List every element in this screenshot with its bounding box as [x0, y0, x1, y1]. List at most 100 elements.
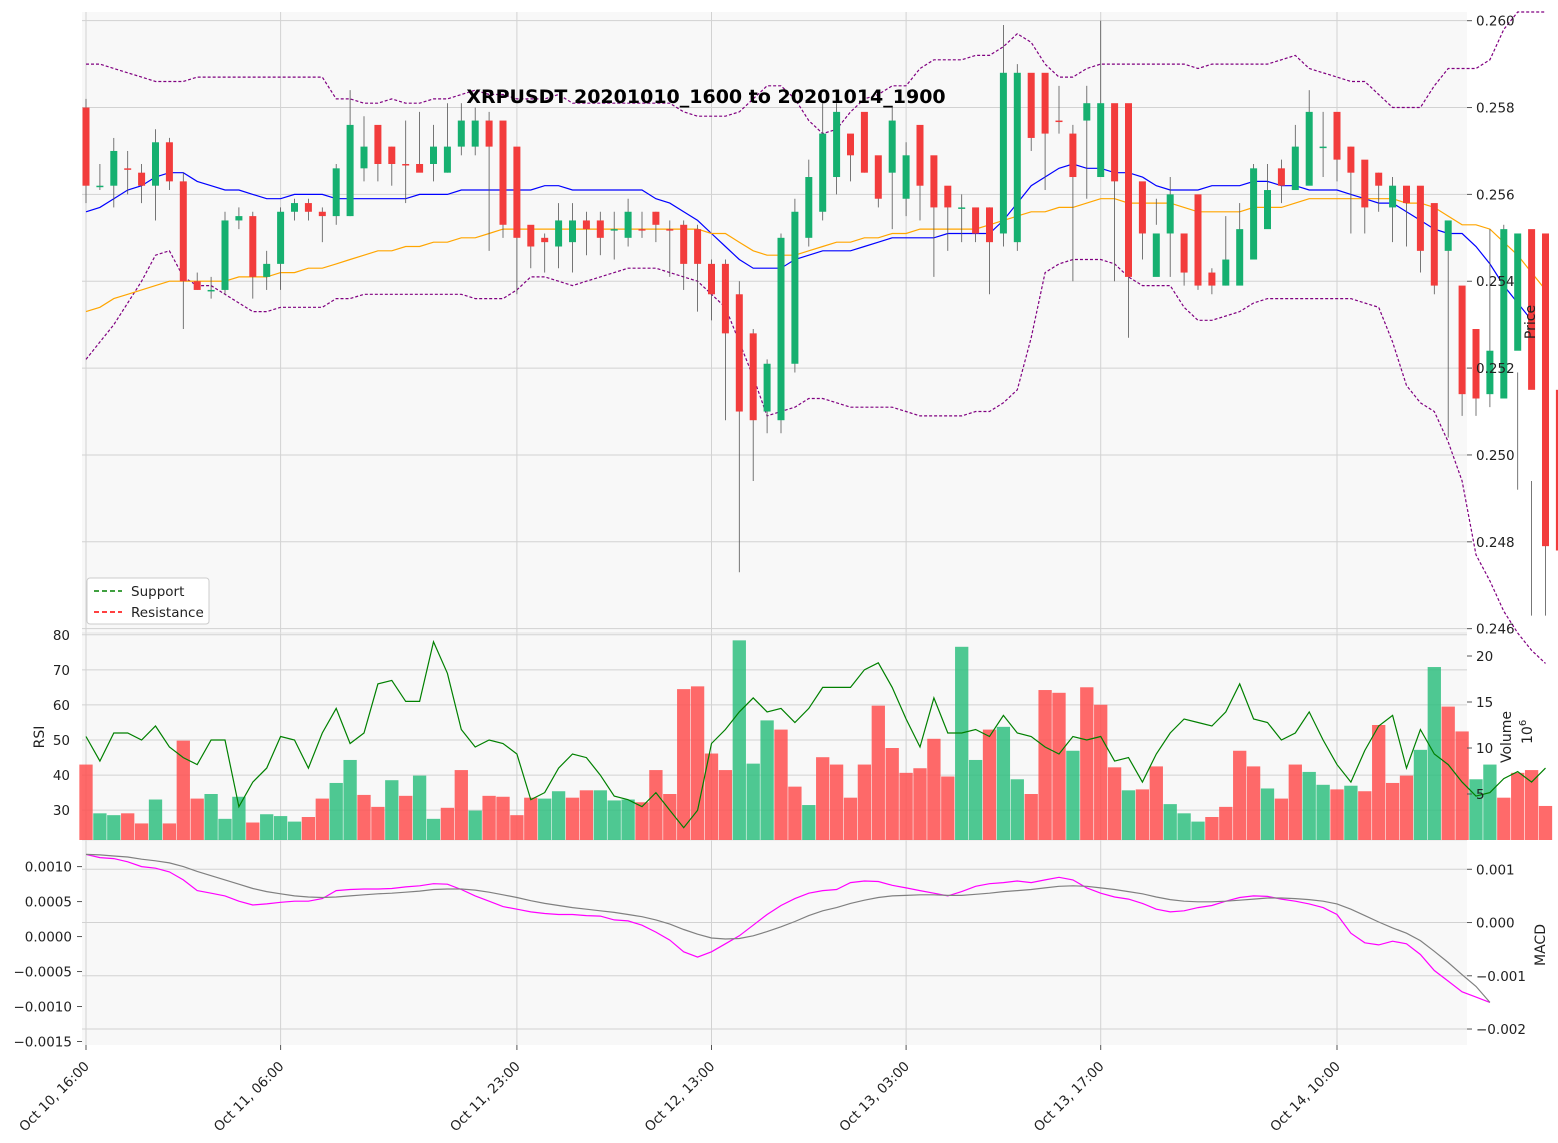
volume-tick-label: 20 — [1476, 649, 1493, 665]
candle-body — [999, 72, 1007, 234]
volume-exponent-label: 106 — [1518, 720, 1536, 744]
bollinger-lower-line — [85, 250, 1546, 664]
volume-bar — [1330, 789, 1344, 840]
volume-bar — [1149, 766, 1163, 840]
macd-left-tick-label: 0.0000 — [25, 930, 72, 946]
x-tick-label: Oct 11, 23:00 — [447, 1059, 524, 1136]
macd-right-tick-label: −0.002 — [1476, 1022, 1526, 1038]
volume-bar — [760, 720, 774, 840]
candle-body — [1264, 190, 1271, 230]
candle-body — [874, 155, 882, 199]
volume-bar — [1399, 775, 1414, 840]
macd-left-tick-label: 0.0010 — [25, 860, 72, 876]
volume-bar — [162, 823, 177, 840]
candle-body — [124, 168, 132, 170]
candle-body — [1097, 103, 1105, 178]
candle-body — [819, 133, 827, 212]
volume-bar — [1038, 690, 1052, 840]
price-tick-label: 0.260 — [1476, 14, 1515, 30]
volume-bar — [1483, 764, 1497, 840]
x-tick-label: Oct 12, 13:00 — [642, 1059, 719, 1136]
volume-bar — [357, 794, 371, 840]
volume-bar — [1163, 804, 1177, 840]
candle-body — [1458, 285, 1466, 395]
candle-body — [457, 120, 465, 147]
volume-bar — [232, 796, 246, 840]
candle-body — [221, 220, 229, 290]
candle-body — [652, 211, 660, 225]
candle-body — [930, 155, 938, 208]
x-tick-label: Oct 14, 10:00 — [1267, 1059, 1344, 1136]
volume-bar — [913, 768, 927, 840]
candle-body — [805, 177, 813, 238]
candle-body — [1319, 146, 1327, 149]
price-tick-label: 0.248 — [1476, 535, 1515, 551]
volume-axis-label: Volume — [1499, 711, 1515, 763]
candle-body — [721, 263, 729, 334]
volume-bar — [93, 813, 107, 840]
candle-body — [1361, 159, 1369, 208]
candle-body — [1555, 389, 1558, 551]
price-tick-label: 0.246 — [1476, 622, 1515, 638]
candle-body — [1514, 233, 1522, 351]
x-tick-label: Oct 10, 16:00 — [16, 1059, 93, 1136]
moving-average-long-line — [85, 198, 1546, 313]
candle-body — [1069, 133, 1077, 178]
volume-bar — [871, 705, 885, 840]
candle-body — [1291, 146, 1299, 191]
volume-bar — [802, 805, 816, 840]
volume-bar — [843, 797, 858, 840]
candle-body — [1166, 194, 1174, 234]
candle-body — [485, 120, 493, 147]
volume-bar — [1441, 706, 1455, 840]
volume-bar — [621, 799, 635, 840]
volume-bar — [1385, 782, 1400, 840]
candle-body — [1138, 181, 1146, 234]
macd-right-tick-label: 0.000 — [1476, 916, 1515, 932]
candle-body — [1194, 194, 1202, 286]
volume-bar — [107, 815, 121, 840]
volume-bar — [260, 814, 274, 840]
candle-body — [304, 203, 312, 212]
candle-body — [763, 363, 771, 412]
volume-bar — [510, 815, 524, 840]
macd-left-tick-label: 0.0005 — [25, 895, 72, 911]
volume-bar — [1524, 770, 1539, 840]
volume-bar — [704, 753, 719, 840]
volume-bar — [273, 816, 288, 840]
candle-body — [1027, 72, 1035, 138]
volume-bar — [829, 764, 844, 840]
candle-body — [402, 163, 410, 166]
volume-bar — [732, 640, 746, 840]
macd-lines — [85, 853, 1491, 1003]
candle-body — [138, 172, 146, 186]
volume-bar — [1024, 794, 1038, 840]
volume-tick-label: 10 — [1476, 741, 1493, 757]
candle-body — [235, 216, 243, 221]
candle-body — [638, 229, 646, 231]
volume-bar — [677, 689, 691, 840]
candle-body — [249, 216, 257, 277]
volume-bar — [941, 776, 955, 840]
candle-body — [1375, 172, 1383, 186]
legend-resistance-label: Resistance — [131, 605, 204, 621]
volume-bar — [1219, 806, 1233, 840]
rsi-tick-label: 40 — [53, 768, 70, 784]
candle-body — [902, 155, 910, 199]
volume-bar — [538, 798, 552, 840]
moving-average-short-line — [85, 163, 1533, 321]
volume-bars — [79, 640, 1553, 840]
candle-body — [1444, 220, 1452, 251]
volume-bar — [412, 775, 427, 840]
candle-body — [1472, 329, 1480, 399]
candle-body — [624, 211, 632, 238]
candle-body — [332, 168, 340, 217]
candle-body — [1083, 103, 1091, 121]
volume-bar — [176, 740, 190, 840]
legend-support-label: Support — [131, 584, 184, 600]
candle-body — [569, 220, 576, 243]
candle-body — [1250, 168, 1258, 260]
volume-bar — [996, 726, 1011, 840]
volume-bar — [1469, 779, 1483, 840]
